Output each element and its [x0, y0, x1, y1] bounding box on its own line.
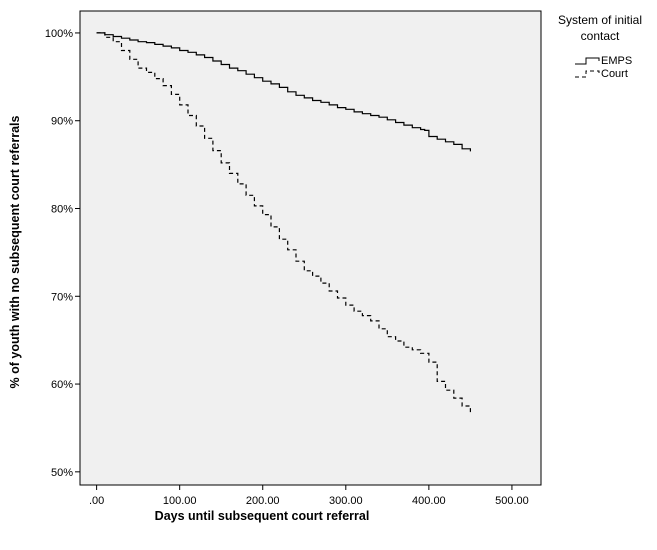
x-axis-title: Days until subsequent court referral [155, 509, 370, 523]
legend-swatch-court [575, 70, 600, 78]
legend-title-line-2: contact [581, 29, 620, 43]
x-tick-label: 300.00 [329, 495, 363, 507]
series-line-court [96, 32, 471, 415]
x-tick-label: 200.00 [246, 495, 280, 507]
y-axis: 50% 60% 70% 80% 90% 100% [45, 28, 80, 479]
x-axis: .00 100.00 200.00 300.00 400.00 500.00 [89, 485, 529, 507]
x-tick-label: 400.00 [412, 495, 446, 507]
x-tick-label: 100.00 [163, 495, 197, 507]
y-tick-label: 70% [51, 291, 73, 303]
series-layer [96, 32, 471, 415]
y-tick-label: 100% [45, 28, 73, 40]
series-line-emps [96, 32, 471, 152]
y-tick-label: 90% [51, 116, 73, 128]
x-tick-label: 500.00 [495, 495, 529, 507]
legend-title-line-1: System of initial [558, 13, 642, 27]
y-tick-label: 80% [51, 204, 73, 216]
plot-area [79, 10, 542, 486]
y-axis-title: % of youth with no subsequent court refe… [8, 115, 22, 388]
y-tick-label: 50% [51, 467, 73, 479]
y-tick-label: 60% [51, 379, 73, 391]
x-tick-label: .00 [89, 495, 104, 507]
legend-swatch-emps [575, 57, 600, 65]
legend-label-emps: EMPS [601, 55, 632, 67]
legend-label-court: Court [601, 68, 628, 80]
